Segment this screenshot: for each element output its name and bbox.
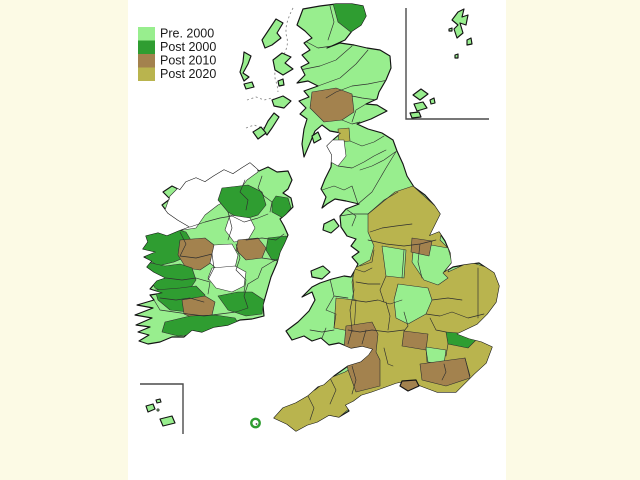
great-britain [273,3,500,432]
legend: Pre. 2000 Post 2000 Post 2010 Post 2020 [138,27,216,81]
ireland-county-boundaries [153,175,287,317]
isle-of-wight-island [399,379,420,392]
scilly-ring [250,417,261,429]
alderney-island [155,398,162,404]
britain-county-boundaries [299,5,485,421]
legend-label-pre2000: Pre. 2000 [160,27,214,41]
rum-island [277,78,285,87]
tiree-island [243,81,255,90]
scilly-islet-dot [255,423,258,425]
region-roscommon [177,237,215,271]
sea-boundary-minch [274,7,294,93]
skye-island [272,52,294,76]
northern-isles-inset-border [405,8,489,120]
legend-swatch-pre2000 [138,27,155,41]
anglesey-island [310,265,331,280]
legend-label-post2010: Post 2010 [160,54,216,68]
region-perthshire [309,87,355,123]
orkney-islands [409,88,436,119]
scilly-symbol [250,417,261,429]
region-derbyshire-nottinghamshire [381,245,407,279]
region-kilkenny-wexford [217,291,265,317]
britain-regions [274,4,499,431]
channel-islands-inset-border [140,383,184,434]
region-sussex [419,357,471,387]
sark-island [156,408,160,412]
legend-swatch-post2020 [138,67,155,81]
jura-island [262,112,280,136]
arran-island [311,131,322,144]
legend-label-post2020: Post 2020 [160,67,216,81]
jersey-island [159,415,176,427]
islands [145,8,473,427]
legend-swatch-post2000 [138,40,155,54]
legend-swatch-post2010 [138,54,155,68]
shetland-islands [448,8,473,59]
islay-island [252,126,267,140]
lewis-harris-island [261,18,284,49]
region-leicestershire-oxfordshire [393,283,433,325]
uists-island [239,51,252,82]
guernsey-island [145,403,156,413]
isle-of-man-island [322,218,340,234]
mull-island [271,95,292,109]
region-tyrone [217,184,267,221]
legend-label-post2000: Post 2000 [160,40,216,54]
